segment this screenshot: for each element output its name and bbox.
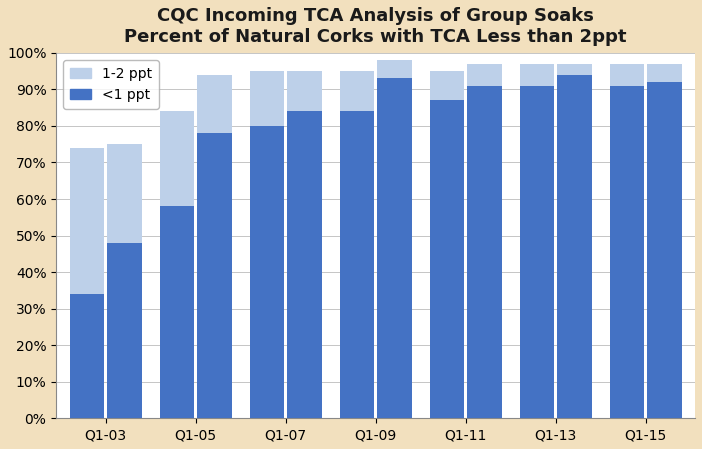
- Bar: [197, 75, 232, 418]
- Bar: [557, 64, 592, 418]
- Bar: [647, 82, 682, 418]
- Legend: 1-2 ppt, <1 ppt: 1-2 ppt, <1 ppt: [63, 60, 159, 109]
- Bar: [107, 243, 142, 418]
- Bar: [519, 64, 554, 418]
- Bar: [430, 101, 464, 418]
- Bar: [287, 111, 322, 418]
- Bar: [250, 126, 284, 418]
- Bar: [468, 64, 502, 418]
- Bar: [468, 86, 502, 418]
- Bar: [69, 148, 104, 418]
- Bar: [609, 86, 644, 418]
- Bar: [609, 64, 644, 418]
- Bar: [519, 86, 554, 418]
- Bar: [159, 111, 194, 418]
- Bar: [69, 294, 104, 418]
- Bar: [430, 71, 464, 418]
- Bar: [340, 71, 373, 418]
- Bar: [197, 133, 232, 418]
- Bar: [287, 71, 322, 418]
- Bar: [107, 144, 142, 418]
- Title: CQC Incoming TCA Analysis of Group Soaks
Percent of Natural Corks with TCA Less : CQC Incoming TCA Analysis of Group Soaks…: [124, 7, 627, 46]
- Bar: [647, 64, 682, 418]
- Bar: [340, 111, 373, 418]
- Bar: [378, 60, 411, 418]
- Bar: [159, 207, 194, 418]
- Bar: [557, 75, 592, 418]
- Bar: [378, 79, 411, 418]
- Bar: [250, 71, 284, 418]
